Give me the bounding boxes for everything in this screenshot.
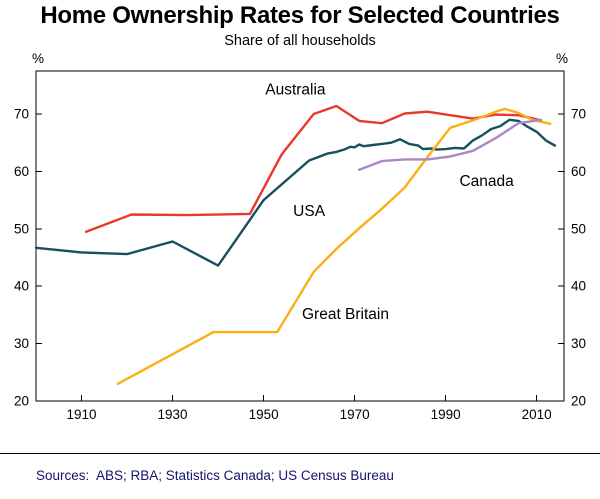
y-axis-label-left: 30 [14, 336, 29, 351]
y-axis-label-right: 50 [571, 221, 586, 236]
series-label-usa: USA [293, 203, 326, 220]
y-axis-label-left: 40 [14, 279, 29, 294]
y-axis-unit-left: % [32, 51, 44, 66]
y-axis-label-right: 20 [571, 394, 586, 409]
x-axis-label: 2010 [522, 407, 552, 422]
y-axis-label-right: 30 [571, 336, 586, 351]
y-axis-label-left: 70 [14, 107, 29, 122]
x-axis-label: 1950 [249, 407, 279, 422]
y-axis-unit-right: % [556, 51, 568, 66]
chart-subtitle: Share of all households [224, 33, 376, 49]
y-axis-label-right: 60 [571, 164, 586, 179]
x-axis-label: 1930 [158, 407, 188, 422]
x-axis-label: 1910 [66, 407, 96, 422]
x-axis-label: 1990 [431, 407, 461, 422]
sources-text: Sources: ABS; RBA; Statistics Canada; US… [36, 468, 394, 483]
series-label-australia: Australia [265, 82, 326, 99]
series-label-canada: Canada [459, 173, 514, 190]
footer-divider [0, 453, 600, 454]
y-axis-label-right: 40 [571, 279, 586, 294]
line-chart: 1910 1930 1950 1970 1990 2010 20 20 30 30 40 40 50 50… [14, 51, 586, 422]
y-axis-label-right: 70 [571, 107, 586, 122]
y-axis-label-left: 20 [14, 394, 29, 409]
y-axis-label-left: 50 [14, 221, 29, 236]
series-line-usa [34, 118, 557, 267]
plot-frame [35, 70, 565, 402]
series-label-great_britain: Great Britain [302, 306, 389, 323]
chart-title: Home Ownership Rates for Selected Countr… [40, 2, 560, 29]
y-axis-label-left: 60 [14, 164, 29, 179]
x-axis-label: 1970 [340, 407, 370, 422]
series-line-canada [358, 118, 543, 171]
series-line-great_britain [116, 107, 552, 385]
